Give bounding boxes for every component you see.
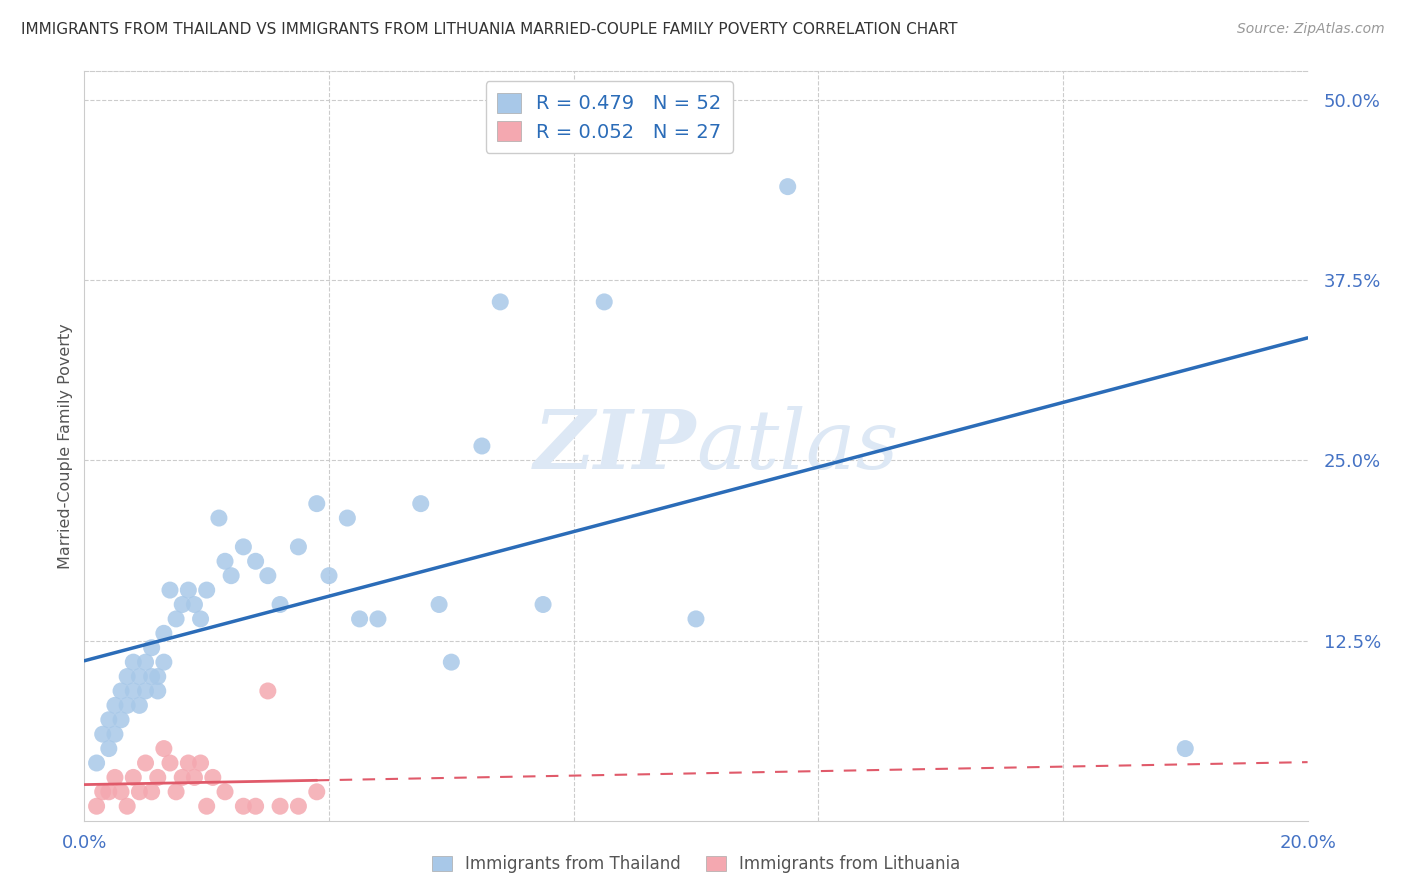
Point [135, 655, 157, 669]
Y-axis label: Married-Couple Family Poverty: Married-Couple Family Poverty [58, 323, 73, 569]
Point [104, 698, 127, 713]
Point [195, 583, 218, 598]
Point [122, 771, 145, 785]
Point [122, 655, 145, 669]
Point [287, 540, 309, 554]
Point [97, 785, 120, 799]
Point [110, 713, 132, 727]
Point [367, 612, 389, 626]
Point [91, 727, 114, 741]
Point [86, 756, 108, 770]
Point [531, 598, 554, 612]
Point [110, 684, 132, 698]
Point [122, 684, 145, 698]
Point [115, 669, 138, 683]
Point [110, 785, 132, 799]
Point [190, 612, 212, 626]
Point [153, 655, 176, 669]
Point [183, 771, 205, 785]
Point [115, 799, 138, 814]
Text: IMMIGRANTS FROM THAILAND VS IMMIGRANTS FROM LITHUANIA MARRIED-COUPLE FAMILY POVE: IMMIGRANTS FROM THAILAND VS IMMIGRANTS F… [21, 22, 957, 37]
Point [135, 756, 157, 770]
Point [489, 294, 512, 309]
Point [305, 497, 328, 511]
Point [232, 540, 254, 554]
Point [159, 583, 181, 598]
Point [153, 741, 176, 756]
Point [349, 612, 371, 626]
Point [269, 598, 291, 612]
Point [115, 698, 138, 713]
Point [214, 785, 236, 799]
Point [208, 511, 231, 525]
Point [177, 583, 200, 598]
Point [593, 294, 616, 309]
Legend: Immigrants from Thailand, Immigrants from Lithuania: Immigrants from Thailand, Immigrants fro… [425, 848, 967, 880]
Point [195, 799, 218, 814]
Point [172, 598, 194, 612]
Point [153, 626, 176, 640]
Point [146, 684, 169, 698]
Point [177, 756, 200, 770]
Point [91, 785, 114, 799]
Point [165, 785, 187, 799]
Point [1174, 741, 1197, 756]
Point [245, 554, 267, 568]
Point [318, 568, 340, 582]
Point [427, 598, 450, 612]
Point [128, 698, 150, 713]
Point [471, 439, 494, 453]
Point [141, 669, 163, 683]
Point [245, 799, 267, 814]
Point [146, 771, 169, 785]
Point [165, 612, 187, 626]
Point [440, 655, 463, 669]
Point [128, 785, 150, 799]
Point [214, 554, 236, 568]
Point [159, 756, 181, 770]
Point [141, 640, 163, 655]
Point [257, 568, 280, 582]
Point [135, 684, 157, 698]
Point [219, 568, 242, 582]
Point [183, 598, 205, 612]
Point [776, 179, 799, 194]
Point [409, 497, 432, 511]
Point [232, 799, 254, 814]
Point [172, 771, 194, 785]
Text: atlas: atlas [696, 406, 898, 486]
Point [287, 799, 309, 814]
Text: ZIP: ZIP [533, 406, 696, 486]
Point [269, 799, 291, 814]
Point [104, 727, 127, 741]
Point [128, 669, 150, 683]
Text: Source: ZipAtlas.com: Source: ZipAtlas.com [1237, 22, 1385, 37]
Point [685, 612, 707, 626]
Point [97, 741, 120, 756]
Point [141, 785, 163, 799]
Point [97, 713, 120, 727]
Point [86, 799, 108, 814]
Point [201, 771, 224, 785]
Point [104, 771, 127, 785]
Point [190, 756, 212, 770]
Point [336, 511, 359, 525]
Point [146, 669, 169, 683]
Point [257, 684, 280, 698]
Point [305, 785, 328, 799]
